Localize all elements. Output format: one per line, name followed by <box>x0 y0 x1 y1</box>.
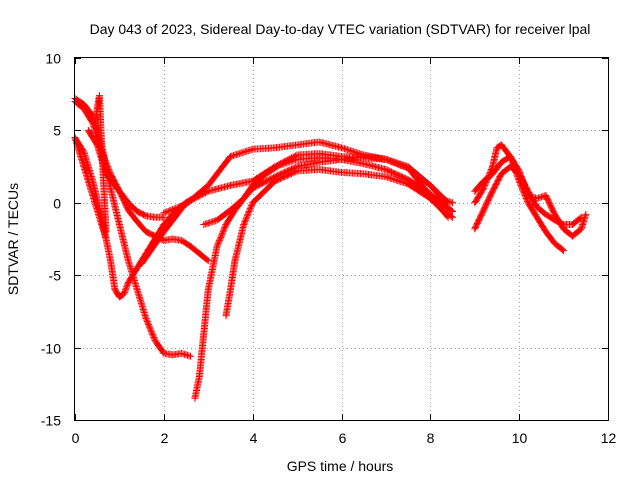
x-tick-label: 10 <box>512 430 528 446</box>
data-point <box>160 209 168 217</box>
grid <box>75 58 608 420</box>
tick-labels: 0 2 4 6 8 10 12 -15 -10 -5 0 5 10 <box>41 51 617 447</box>
y-tick-label: -5 <box>49 268 62 284</box>
series-trail <box>201 154 455 228</box>
series-trail <box>91 93 110 234</box>
y-tick-label: 0 <box>53 196 61 212</box>
series-trail <box>472 153 589 239</box>
y-tick-label: 5 <box>53 123 61 139</box>
x-tick-label: 4 <box>250 430 258 446</box>
data-layer <box>71 92 590 402</box>
series-arc-10 <box>160 138 452 221</box>
x-tick-label: 12 <box>601 430 617 446</box>
y-axis-label: SDTVAR / TECUs <box>5 183 21 295</box>
y-tick-label: 10 <box>45 51 61 67</box>
series-arc-11 <box>200 154 457 229</box>
axis-ticks <box>75 58 609 421</box>
chart-title: Day 043 of 2023, Sidereal Day-to-day VTE… <box>90 21 591 37</box>
x-tick-label: 0 <box>72 430 80 446</box>
x-axis-label: GPS time / hours <box>287 458 394 474</box>
plot-frame <box>74 57 609 421</box>
y-tick-label: -15 <box>41 413 61 429</box>
x-tick-label: 8 <box>427 430 435 446</box>
x-tick-label: 6 <box>339 430 347 446</box>
y-tick-label: -10 <box>41 341 61 357</box>
series-arc-8 <box>222 165 457 320</box>
series-arc-4 <box>84 126 168 221</box>
series-arc-6 <box>91 92 110 236</box>
series-arc-5 <box>71 134 110 243</box>
series-arc-14 <box>471 152 590 240</box>
x-tick-label: 2 <box>161 430 169 446</box>
series-trail <box>222 166 455 318</box>
data-point <box>200 221 208 229</box>
